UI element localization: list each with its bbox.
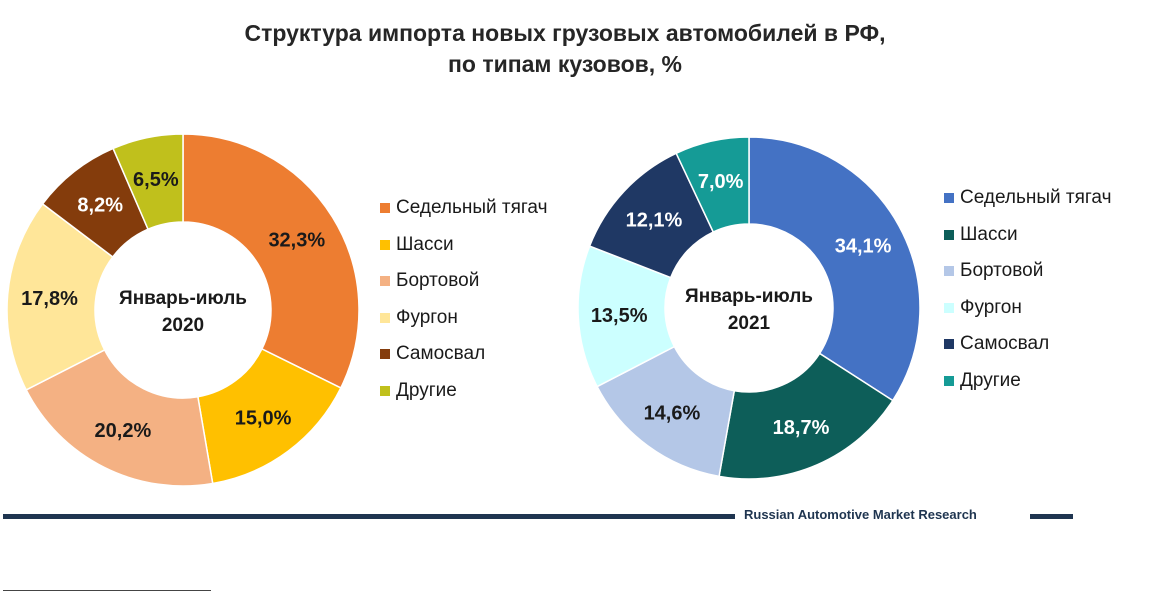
legend-swatch [380, 276, 390, 287]
data-label-2020-flatbed: 20,2% [95, 420, 152, 442]
legend-swatch [380, 385, 390, 396]
data-label-2021-van: 13,5% [591, 305, 648, 327]
slice-2021-tractor [748, 136, 921, 402]
slice-2021-other [675, 136, 750, 233]
legend-label: Бортовой [960, 260, 1044, 282]
legend-swatch [380, 239, 390, 250]
legend-item-2021-dump-truck: Самосвал [944, 326, 1111, 363]
legend-label: Самосвал [960, 333, 1050, 355]
legend-label: Шасси [960, 223, 1018, 245]
legend-swatch [944, 193, 954, 204]
slice-2020-van [6, 202, 114, 391]
legend-item-2021-van: Фургон [944, 290, 1111, 327]
legend-label: Самосвал [396, 343, 486, 365]
legend-label: Бортовой [396, 270, 480, 292]
legend-2020: Седельный тягач Шасси Бортовой Фургон Самосв… [380, 190, 547, 409]
legend-item-2021-other: Другие [944, 363, 1111, 400]
center-label-2021-line-1: Январь-июль [685, 286, 813, 307]
legend-item-2021-chassis: Шасси [944, 217, 1111, 254]
data-label-2020-tractor: 32,3% [268, 229, 325, 251]
footer-divider-right [1030, 514, 1073, 519]
chart-title-line-1: Структура импорта новых грузовых автомоб… [244, 20, 886, 46]
legend-label: Шасси [396, 233, 454, 255]
legend-item-2020-dump-truck: Самосвал [380, 336, 547, 373]
legend-swatch [944, 229, 954, 240]
data-label-2020-van: 17,8% [21, 288, 78, 310]
legend-item-2020-van: Фургон [380, 300, 547, 337]
data-label-2020-chassis: 15,0% [235, 407, 292, 429]
chart-title-line-2: по типам кузовов, % [448, 51, 682, 77]
center-label-2020-line-2: 2020 [162, 315, 204, 336]
footer-divider [3, 514, 735, 519]
slice-2020-other [112, 133, 184, 231]
data-label-2020-dump-truck: 8,2% [77, 195, 123, 217]
legend-swatch [380, 312, 390, 323]
legend-swatch [944, 266, 954, 277]
center-label-2020-line-1: Январь-июль [119, 288, 247, 309]
legend-item-2021-flatbed: Бортовой [944, 253, 1111, 290]
chart-title: Структура импорта новых грузовых автомоб… [0, 18, 1130, 80]
legend-item-2020-other: Другие [380, 373, 547, 410]
legend-label: Седельный тягач [960, 187, 1112, 209]
legend-swatch [380, 203, 390, 214]
slice-2020-chassis [196, 347, 342, 485]
legend-label: Фургон [396, 306, 458, 328]
legend-label: Седельный тягач [396, 197, 548, 219]
data-label-2020-other: 6,5% [133, 169, 179, 191]
legend-swatch [944, 302, 954, 313]
footnote-divider [3, 590, 211, 591]
legend-item-2021-tractor: Седельный тягач [944, 180, 1111, 217]
slice-2020-tractor [182, 133, 360, 389]
legend-item-2020-chassis: Шасси [380, 227, 547, 264]
legend-swatch [944, 375, 954, 386]
center-label-2021-line-2: 2021 [728, 313, 771, 334]
data-label-2021-chassis: 18,7% [773, 417, 830, 439]
data-label-2021-tractor: 34,1% [835, 236, 892, 258]
slice-2021-chassis [718, 352, 894, 480]
slice-2020-flatbed [25, 348, 214, 487]
data-label-2021-flatbed: 14,6% [644, 403, 701, 425]
legend-label: Другие [396, 379, 457, 401]
legend-swatch [380, 349, 390, 360]
legend-label: Другие [960, 369, 1021, 391]
legend-item-2020-flatbed: Бортовой [380, 263, 547, 300]
legend-label: Фургон [960, 296, 1022, 318]
legend-2021: Седельный тягач Шасси Бортовой Фургон Самосв… [944, 180, 1111, 399]
legend-item-2020-tractor: Седельный тягач [380, 190, 547, 227]
data-label-2021-other: 7,0% [698, 171, 744, 193]
data-label-2021-dump-truck: 12,1% [626, 209, 683, 231]
legend-swatch [944, 339, 954, 350]
source-credit: Russian Automotive Market Research [744, 507, 977, 522]
